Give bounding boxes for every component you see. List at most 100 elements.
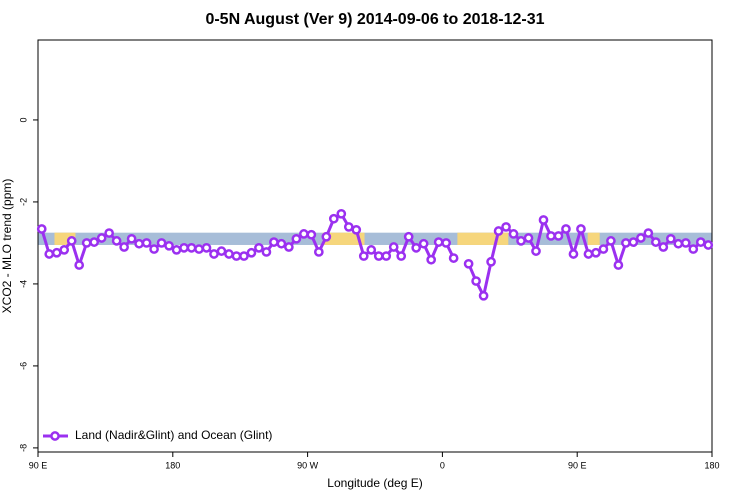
band-segment — [322, 232, 365, 245]
band-segment — [38, 232, 712, 245]
point — [306, 229, 317, 240]
point — [411, 242, 422, 253]
x-tick-label: 90 E — [568, 460, 587, 470]
point — [433, 237, 444, 247]
point — [351, 224, 362, 235]
point — [224, 249, 234, 259]
point — [621, 238, 631, 248]
point — [673, 238, 684, 249]
y-tick-label: 0 — [18, 117, 28, 122]
point — [343, 222, 354, 232]
point — [96, 233, 107, 243]
x-axis-label: Longitude (deg E) — [327, 476, 422, 490]
x-tick-label: 0 — [440, 460, 445, 470]
point — [141, 238, 152, 248]
point — [568, 249, 579, 259]
point — [194, 244, 204, 254]
point — [291, 233, 302, 244]
point — [231, 251, 242, 261]
point — [628, 237, 639, 247]
x-tick-label: 90 E — [29, 460, 48, 470]
point — [51, 247, 62, 258]
point — [680, 238, 691, 248]
point — [523, 233, 534, 243]
point — [516, 236, 526, 246]
point — [246, 247, 257, 258]
point — [328, 213, 339, 224]
point — [59, 245, 70, 255]
point — [111, 236, 122, 246]
point — [373, 251, 384, 261]
point — [276, 238, 287, 249]
point — [388, 242, 399, 252]
point — [126, 233, 137, 244]
point — [149, 244, 159, 254]
point — [81, 238, 92, 248]
point — [239, 251, 249, 261]
band-segment — [587, 232, 600, 245]
point — [561, 224, 571, 234]
point — [576, 224, 586, 234]
point — [448, 253, 459, 263]
point — [119, 242, 129, 252]
point — [156, 238, 167, 248]
y-tick-label: -6 — [18, 362, 28, 370]
point — [313, 247, 324, 257]
x-tick-label: 180 — [165, 460, 180, 470]
point — [381, 251, 392, 261]
point — [299, 229, 309, 239]
point — [658, 242, 669, 252]
x-tick-label: 180 — [704, 460, 719, 470]
point — [665, 233, 676, 244]
legend-label: Land (Nadir&Glint) and Ocean (Glint) — [75, 428, 272, 442]
point — [134, 238, 144, 249]
point — [336, 208, 347, 219]
point — [216, 246, 227, 256]
y-tick-label: -4 — [18, 280, 28, 288]
point — [441, 238, 451, 248]
point — [591, 247, 601, 258]
point — [583, 249, 594, 259]
point — [426, 254, 437, 265]
x-tick-label: 90 W — [297, 460, 319, 470]
point — [650, 237, 661, 247]
point — [508, 229, 519, 239]
point — [179, 242, 189, 253]
point — [463, 258, 474, 269]
point — [553, 231, 564, 241]
point — [171, 245, 182, 255]
point — [613, 260, 624, 270]
point — [478, 290, 489, 301]
point — [688, 244, 699, 254]
point — [261, 247, 272, 257]
point — [471, 276, 481, 286]
point — [396, 251, 407, 261]
point — [321, 231, 332, 242]
point — [104, 228, 114, 238]
point — [366, 245, 377, 255]
point — [598, 244, 609, 254]
point — [486, 256, 496, 267]
y-tick-label: -8 — [18, 444, 28, 452]
point — [44, 249, 55, 259]
point — [201, 242, 212, 253]
point — [284, 242, 294, 252]
legend-marker — [50, 431, 60, 441]
point — [164, 240, 174, 251]
point — [403, 231, 414, 242]
point — [636, 233, 646, 243]
point — [703, 240, 714, 250]
point — [538, 215, 549, 225]
point — [358, 251, 369, 261]
point — [186, 242, 197, 253]
point — [501, 222, 511, 232]
point — [493, 226, 504, 236]
point — [606, 236, 616, 246]
point — [531, 246, 541, 256]
point — [695, 237, 706, 247]
point — [254, 242, 264, 253]
point — [418, 238, 429, 249]
point — [66, 236, 77, 246]
point — [209, 249, 219, 259]
